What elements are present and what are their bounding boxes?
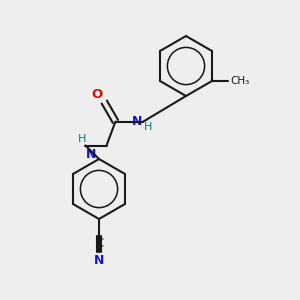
Text: N: N [94,254,104,266]
Text: C: C [95,237,103,250]
Text: H: H [144,122,153,132]
Text: N: N [86,148,97,161]
Text: CH₃: CH₃ [230,76,249,86]
Text: N: N [131,115,142,128]
Text: H: H [78,134,86,144]
Text: O: O [92,88,103,100]
